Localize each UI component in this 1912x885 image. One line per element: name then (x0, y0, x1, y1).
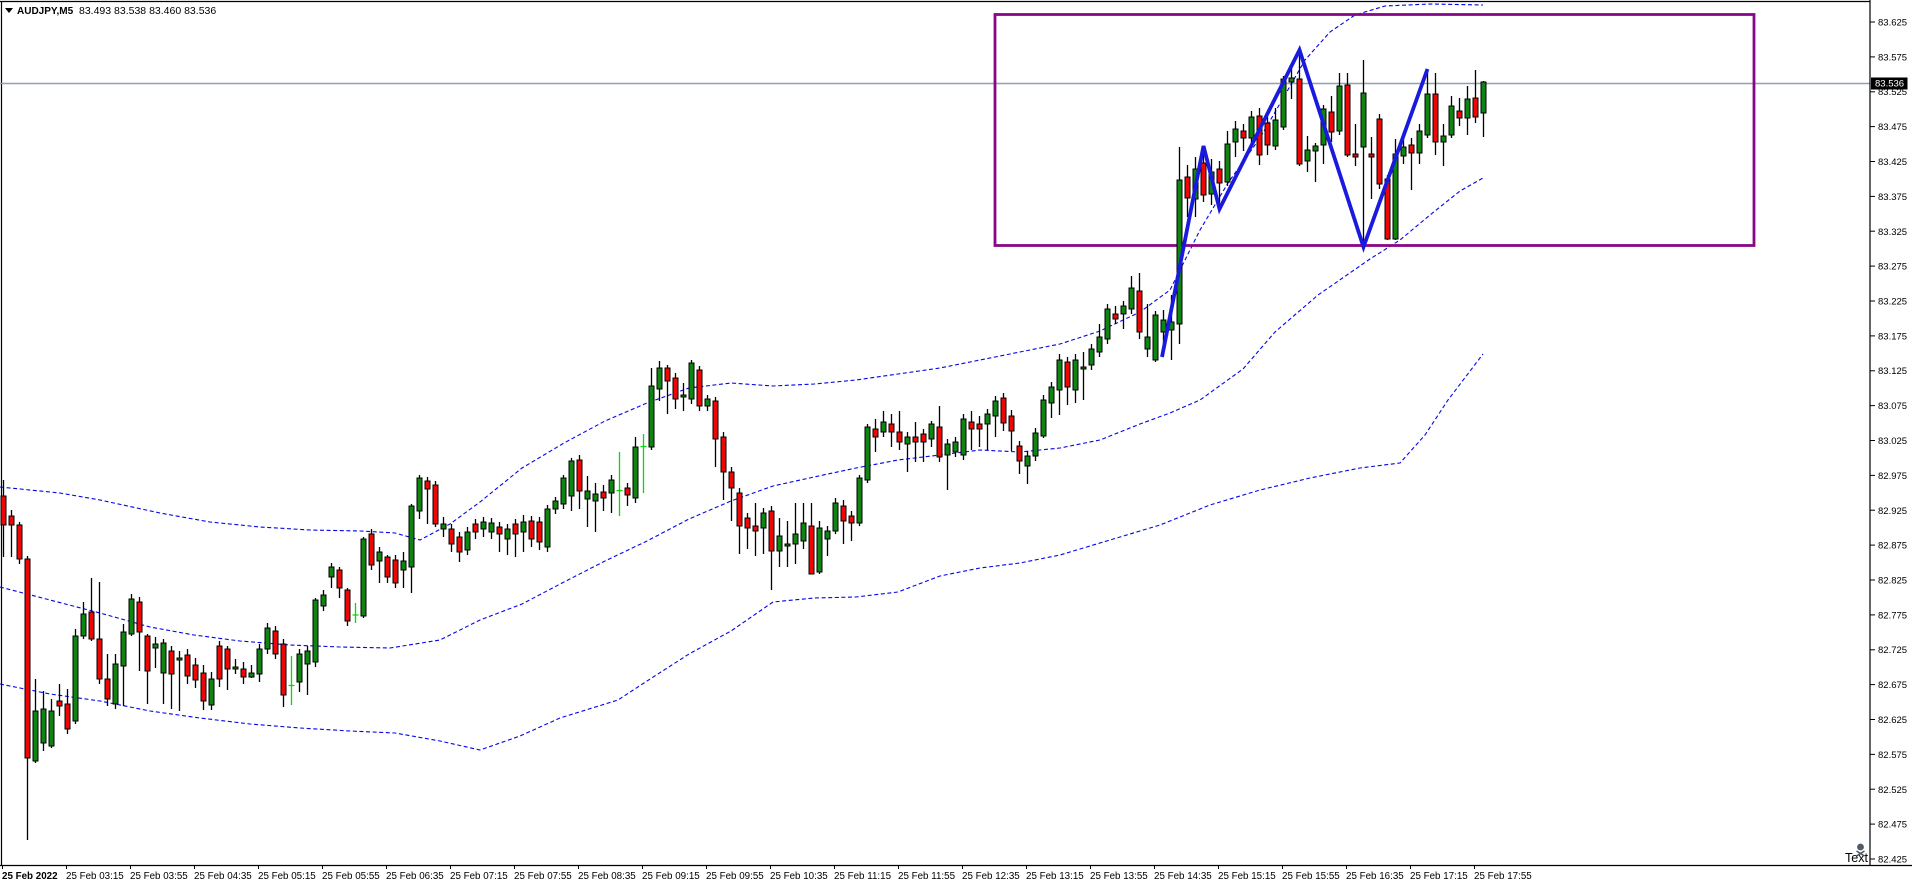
svg-text:83.125: 83.125 (1878, 366, 1907, 377)
svg-text:82.875: 82.875 (1878, 541, 1907, 552)
svg-text:83.225: 83.225 (1878, 297, 1907, 308)
svg-text:25 Feb 11:15: 25 Feb 11:15 (834, 871, 892, 882)
svg-text:82.725: 82.725 (1878, 645, 1907, 656)
svg-text:83.493 83.538 83.460 83.536: 83.493 83.538 83.460 83.536 (79, 5, 216, 17)
svg-text:25 Feb 05:15: 25 Feb 05:15 (258, 871, 316, 882)
svg-text:83.325: 83.325 (1878, 227, 1907, 238)
svg-text:82.625: 82.625 (1878, 715, 1907, 726)
svg-text:25 Feb 07:55: 25 Feb 07:55 (514, 871, 572, 882)
svg-text:83.025: 83.025 (1878, 436, 1907, 447)
svg-text:25 Feb 03:15: 25 Feb 03:15 (66, 871, 124, 882)
svg-text:25 Feb 09:15: 25 Feb 09:15 (642, 871, 700, 882)
svg-text:83.625: 83.625 (1878, 18, 1907, 29)
svg-text:82.525: 82.525 (1878, 785, 1907, 796)
svg-text:82.925: 82.925 (1878, 506, 1907, 517)
svg-text:83.525: 83.525 (1878, 87, 1907, 98)
svg-text:25 Feb 06:35: 25 Feb 06:35 (386, 871, 444, 882)
svg-text:25 Feb 14:35: 25 Feb 14:35 (1154, 871, 1212, 882)
svg-text:25 Feb 07:15: 25 Feb 07:15 (450, 871, 508, 882)
svg-text:25 Feb 12:35: 25 Feb 12:35 (962, 871, 1020, 882)
svg-text:82.575: 82.575 (1878, 750, 1907, 761)
svg-text:82.775: 82.775 (1878, 610, 1907, 621)
svg-text:82.425: 82.425 (1878, 855, 1907, 866)
svg-text:82.475: 82.475 (1878, 820, 1907, 831)
svg-text:25 Feb 13:55: 25 Feb 13:55 (1090, 871, 1148, 882)
svg-text:25 Feb 10:35: 25 Feb 10:35 (770, 871, 828, 882)
svg-text:25 Feb 05:55: 25 Feb 05:55 (322, 871, 380, 882)
svg-text:83.575: 83.575 (1878, 52, 1907, 63)
svg-text:25 Feb 13:15: 25 Feb 13:15 (1026, 871, 1084, 882)
svg-text:25 Feb 17:15: 25 Feb 17:15 (1410, 871, 1468, 882)
svg-text:83.075: 83.075 (1878, 401, 1907, 412)
svg-text:83.475: 83.475 (1878, 122, 1907, 133)
svg-text:25 Feb 16:35: 25 Feb 16:35 (1346, 871, 1404, 882)
svg-text:25 Feb 04:35: 25 Feb 04:35 (194, 871, 252, 882)
svg-text:82.825: 82.825 (1878, 576, 1907, 587)
svg-text:83.425: 83.425 (1878, 157, 1907, 168)
svg-text:Text: Text (1845, 851, 1868, 865)
svg-text:83.175: 83.175 (1878, 331, 1907, 342)
svg-text:25 Feb 2022: 25 Feb 2022 (2, 871, 58, 882)
svg-text:82.675: 82.675 (1878, 680, 1907, 691)
svg-text:25 Feb 17:55: 25 Feb 17:55 (1474, 871, 1532, 882)
svg-text:25 Feb 15:15: 25 Feb 15:15 (1218, 871, 1276, 882)
svg-text:25 Feb 03:55: 25 Feb 03:55 (130, 871, 188, 882)
svg-text:AUDJPY,M5: AUDJPY,M5 (17, 6, 74, 17)
svg-text:83.275: 83.275 (1878, 262, 1907, 273)
svg-text:25 Feb 09:55: 25 Feb 09:55 (706, 871, 764, 882)
svg-text:25 Feb 08:35: 25 Feb 08:35 (578, 871, 636, 882)
svg-text:82.975: 82.975 (1878, 471, 1907, 482)
svg-text:25 Feb 11:55: 25 Feb 11:55 (898, 871, 956, 882)
svg-text:83.536: 83.536 (1875, 79, 1904, 90)
svg-text:83.375: 83.375 (1878, 192, 1907, 203)
svg-text:25 Feb 15:55: 25 Feb 15:55 (1282, 871, 1340, 882)
